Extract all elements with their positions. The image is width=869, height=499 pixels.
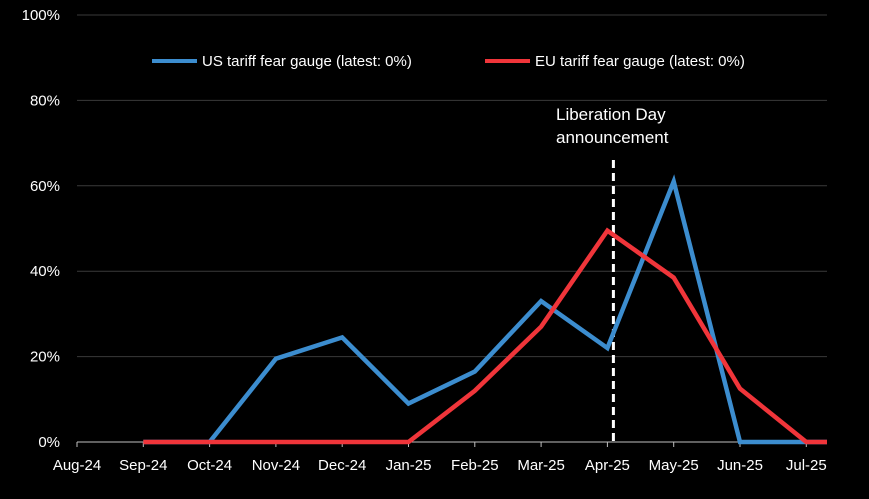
legend: US tariff fear gauge (latest: 0%) EU tar… <box>152 53 745 70</box>
y-tick-label: 60% <box>30 178 60 195</box>
us-series-line <box>143 174 827 445</box>
x-tick-label: Mar-25 <box>517 457 565 474</box>
annotation-label-line2: announcement <box>556 128 669 147</box>
y-tick-label: 80% <box>30 92 60 109</box>
x-tick-label: Jun-25 <box>717 457 763 474</box>
x-axis-ticks: Aug-24 Sep-24 Oct-24 Nov-24 Dec-24 Jan-25 Feb-… <box>53 457 827 474</box>
x-tick-label: Oct-24 <box>187 457 232 474</box>
y-tick-label: 20% <box>30 349 60 366</box>
eu-series-line <box>143 227 827 445</box>
legend-label-eu: EU tariff fear gauge (latest: 0%) <box>535 53 745 70</box>
legend-label-us: US tariff fear gauge (latest: 0%) <box>202 53 412 70</box>
x-tick-label: Sep-24 <box>119 457 167 474</box>
y-tick-label: 40% <box>30 263 60 280</box>
x-tick-label: Apr-25 <box>585 457 630 474</box>
y-axis-ticks: 0% 20% 40% 60% 80% 100% <box>22 7 60 451</box>
y-tick-label: 100% <box>22 7 60 24</box>
annotation: Liberation Day announcement <box>556 105 669 442</box>
annotation-label-line1: Liberation Day <box>556 105 666 124</box>
x-tick-label: Jul-25 <box>786 457 827 474</box>
x-tick-label: Feb-25 <box>451 457 499 474</box>
x-tick-label: May-25 <box>649 457 699 474</box>
x-tick-label: Aug-24 <box>53 457 101 474</box>
x-tick-label: Nov-24 <box>252 457 300 474</box>
y-tick-label: 0% <box>38 434 60 451</box>
series <box>143 174 827 445</box>
x-tick-label: Jan-25 <box>386 457 432 474</box>
x-tick-label: Dec-24 <box>318 457 366 474</box>
gridlines <box>77 14 827 358</box>
